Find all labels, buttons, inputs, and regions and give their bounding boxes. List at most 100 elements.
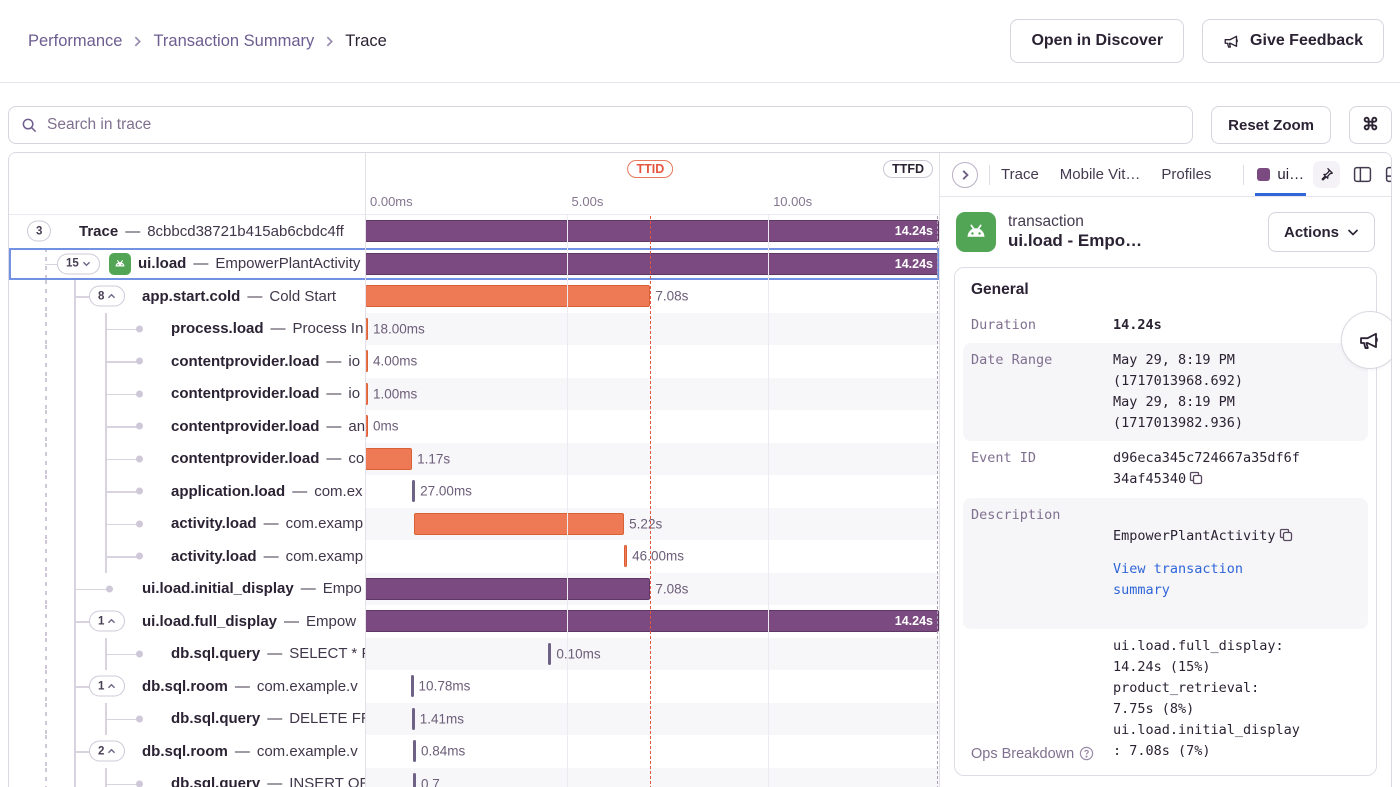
span-description: SELECT * F xyxy=(289,645,365,663)
reset-zoom-button[interactable]: Reset Zoom xyxy=(1211,106,1331,144)
trace-row[interactable]: 3 Trace —8cbbcd38721b415ab6cbdc4ff 14.24s xyxy=(9,215,939,248)
span-label: contentprovider.load — an xyxy=(171,417,365,435)
transaction-type-label: transaction xyxy=(1008,213,1084,230)
span-op: app.start.cold xyxy=(142,287,241,305)
span-description: Process In xyxy=(292,320,364,338)
span-bar[interactable] xyxy=(411,707,415,730)
layout-sidebar-left-icon[interactable] xyxy=(1353,165,1372,184)
trace-row[interactable]: contentprovider.load — co 1.17s xyxy=(9,442,939,475)
tab-mobile-vitals[interactable]: Mobile Vit… xyxy=(1059,166,1141,183)
trace-row[interactable]: 2 db.sql.room — com.example.v 0.84ms xyxy=(9,735,939,768)
tree-guide xyxy=(74,442,76,475)
trace-row[interactable]: 8 app.start.cold — Cold Start 7.08s xyxy=(9,280,939,313)
tree-cell: contentprovider.load — io xyxy=(9,377,365,410)
trace-row[interactable]: contentprovider.load — io 1.00ms xyxy=(9,377,939,410)
copy-icon[interactable] xyxy=(1279,528,1293,549)
span-bar[interactable] xyxy=(365,382,368,405)
breadcrumb-transaction-summary[interactable]: Transaction Summary xyxy=(153,31,315,50)
event-id-value: d96eca345c724667a35df6f34af45340 xyxy=(1113,448,1305,492)
ops-breakdown-row: Ops Breakdown ui.load.full_display: 14.2… xyxy=(963,629,1368,769)
span-bar[interactable] xyxy=(410,675,414,697)
copy-icon[interactable] xyxy=(1189,471,1203,492)
ttid-badge[interactable]: TTID xyxy=(627,160,674,178)
tree-connector xyxy=(74,686,89,688)
span-bar[interactable] xyxy=(365,577,651,600)
view-transaction-summary-link[interactable]: View transaction summary xyxy=(1113,561,1244,599)
actions-button[interactable]: Actions xyxy=(1267,212,1375,252)
trace-row[interactable]: application.load — com.ex 27.00ms xyxy=(9,475,939,508)
trace-row[interactable]: 1 ui.load.full_display — Empow 14.24s xyxy=(9,605,939,638)
span-bar[interactable] xyxy=(365,415,368,437)
span-bar[interactable] xyxy=(365,447,413,470)
span-label: db.sql.room — com.example.v xyxy=(142,742,358,760)
trace-row[interactable]: db.sql.query — INSERT OR 0.7 xyxy=(9,767,939,787)
give-feedback-button[interactable]: Give Feedback xyxy=(1202,19,1384,63)
span-bar[interactable] xyxy=(412,740,416,762)
feedback-fab-button[interactable] xyxy=(1341,311,1391,369)
span-description: io xyxy=(348,352,361,370)
tab-trace[interactable]: Trace xyxy=(1001,166,1039,183)
expand-count-pill[interactable]: 3 xyxy=(27,220,52,242)
span-label: ui.load.initial_display — Empo xyxy=(142,580,362,598)
layout-toggle-group xyxy=(1353,165,1392,184)
expand-count-pill[interactable]: 1 xyxy=(89,610,126,632)
span-description: 8cbbcd38721b415ab6cbdc4ff xyxy=(147,222,344,240)
trace-row[interactable]: db.sql.query — DELETE FR 1.41ms xyxy=(9,702,939,735)
tab-ui-load-active[interactable]: ui… xyxy=(1255,153,1307,196)
span-bar[interactable] xyxy=(365,285,651,307)
expand-count-pill[interactable]: 1 xyxy=(89,675,126,697)
search-input[interactable] xyxy=(47,116,1181,134)
expand-count-pill[interactable]: 2 xyxy=(89,740,126,762)
keyboard-shortcut-button[interactable]: ⌘ xyxy=(1349,106,1392,144)
trace-row[interactable]: process.load — Process In 18.00ms xyxy=(9,312,939,345)
span-bar[interactable] xyxy=(548,642,552,665)
span-bar[interactable]: 14.24s xyxy=(365,610,939,632)
date-range-row: Date Range May 29, 8:19 PM (1717013968.6… xyxy=(963,342,1368,441)
trace-row[interactable]: contentprovider.load — io 4.00ms xyxy=(9,345,939,378)
span-bar[interactable]: 14.24s xyxy=(365,220,939,242)
date-range-value: May 29, 8:19 PM (1717013968.692) May 29,… xyxy=(1113,351,1244,431)
transaction-title: transaction ui.load - Empo… xyxy=(1008,213,1256,251)
tree-connector xyxy=(45,263,57,266)
expand-drawer-button[interactable] xyxy=(952,161,978,188)
trace-row[interactable]: 1 db.sql.room — com.example.v 10.78ms xyxy=(9,670,939,703)
trace-row[interactable]: contentprovider.load — an 0ms xyxy=(9,410,939,443)
tree-guide xyxy=(74,345,76,378)
ttfd-badge[interactable]: TTFD xyxy=(883,160,933,178)
tree-connector xyxy=(105,328,139,331)
trace-waterfall: TTID TTFD 0.00ms 5.00s 10.00s 3 Trace —8cbbc… xyxy=(9,153,939,787)
tree-guide xyxy=(45,312,47,345)
tree-connector xyxy=(105,556,139,558)
trace-row[interactable]: activity.load — com.examp 46.00ms xyxy=(9,540,939,573)
span-bar[interactable] xyxy=(412,480,416,502)
open-in-discover-button[interactable]: Open in Discover xyxy=(1010,19,1185,63)
trace-row[interactable]: 15 ui.load — EmpowerPlantActivity 14.24s xyxy=(9,247,939,280)
duration-label: 46.00ms xyxy=(632,548,684,564)
tab-profiles[interactable]: Profiles xyxy=(1161,166,1212,183)
span-color-swatch xyxy=(1257,168,1271,181)
tree-leaf-dot xyxy=(136,357,143,365)
waterfall-cell: 27.00ms xyxy=(365,475,939,508)
span-bar[interactable] xyxy=(365,317,368,340)
breadcrumb-performance[interactable]: Performance xyxy=(28,31,123,50)
app-header: Performance Transaction Summary Trace Op… xyxy=(0,0,1400,83)
tree-guide xyxy=(74,767,76,787)
trace-row[interactable]: ui.load.initial_display — Empo 7.08s xyxy=(9,572,939,605)
span-bar[interactable]: 14.24s xyxy=(365,252,939,275)
drawer-tab-bar: Trace Mobile Vit… Profiles ui… xyxy=(940,153,1391,197)
search-box[interactable] xyxy=(8,106,1194,144)
expand-count-pill[interactable]: 8 xyxy=(89,285,126,307)
span-bar[interactable] xyxy=(365,350,368,372)
layout-bottom-icon[interactable] xyxy=(1385,165,1392,184)
trace-row[interactable]: activity.load — com.examp 5.22s xyxy=(9,507,939,540)
tree-cell: db.sql.query — DELETE FR xyxy=(9,702,365,735)
span-label: process.load — Process In xyxy=(171,320,364,338)
trace-row[interactable]: db.sql.query — SELECT * F 0.10ms xyxy=(9,637,939,670)
span-bar[interactable] xyxy=(624,545,628,567)
span-bar[interactable] xyxy=(412,772,416,787)
span-description: com.example.v xyxy=(256,742,358,760)
pin-tab-button[interactable] xyxy=(1313,161,1341,188)
help-icon[interactable] xyxy=(1079,746,1094,761)
expand-count-pill[interactable]: 15 xyxy=(57,253,100,275)
span-bar[interactable] xyxy=(413,512,625,535)
